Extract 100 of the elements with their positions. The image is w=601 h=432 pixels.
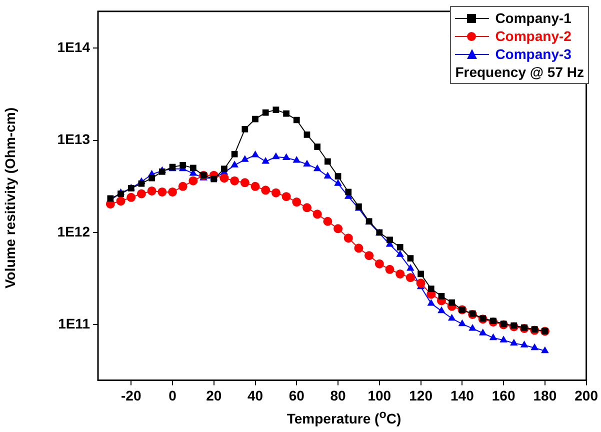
point <box>386 236 393 244</box>
point <box>262 109 269 116</box>
point <box>385 264 394 274</box>
point <box>334 179 342 186</box>
point <box>138 180 145 187</box>
x-tick-label: 0 <box>168 387 177 404</box>
point <box>407 255 414 262</box>
point <box>489 333 498 340</box>
point <box>168 187 177 196</box>
point <box>478 328 487 336</box>
legend-label: Company-3 <box>495 46 572 62</box>
point <box>178 182 188 191</box>
x-tick-label: 40 <box>247 387 264 404</box>
point <box>344 234 353 243</box>
point <box>272 106 280 114</box>
point <box>302 203 312 212</box>
x-tick-label: 160 <box>492 387 516 404</box>
point <box>272 152 280 160</box>
y-axis-title: Volume resitivity (Ohm-cm) <box>2 106 18 291</box>
x-tick-label: 100 <box>368 387 392 404</box>
x-tick-label: 60 <box>288 387 305 404</box>
point <box>374 259 384 268</box>
point <box>147 186 156 196</box>
point <box>314 144 321 150</box>
point <box>364 251 374 260</box>
legend-label: Company-1 <box>495 10 572 26</box>
point <box>271 188 280 198</box>
point <box>396 250 404 257</box>
point <box>418 270 424 278</box>
point <box>261 186 270 195</box>
point <box>242 126 248 132</box>
point <box>510 322 518 329</box>
point <box>438 306 446 314</box>
point <box>438 292 445 300</box>
point <box>313 164 322 172</box>
x-tick-label: 200 <box>574 387 598 404</box>
point <box>283 110 290 117</box>
point <box>251 150 260 158</box>
point <box>428 286 434 292</box>
point <box>458 319 466 326</box>
point <box>324 172 332 179</box>
point <box>118 190 124 197</box>
point <box>324 158 331 165</box>
point <box>354 244 364 253</box>
point <box>240 178 250 188</box>
point <box>292 156 301 163</box>
point <box>396 269 405 278</box>
point <box>293 116 300 124</box>
point <box>312 210 322 219</box>
point <box>448 299 456 306</box>
point <box>220 174 229 183</box>
point <box>406 264 414 271</box>
point <box>231 150 238 158</box>
annotation: Frequency @ 57 Hz <box>455 63 584 81</box>
point <box>416 278 426 288</box>
point <box>126 192 136 202</box>
y-tick-label: 1E12 <box>57 223 90 240</box>
x-tick-label: 140 <box>450 387 474 404</box>
point <box>500 336 508 342</box>
point <box>180 162 186 168</box>
y-tick-label: 1E11 <box>58 316 90 332</box>
point <box>262 156 270 164</box>
point <box>468 324 476 331</box>
x-tick-label: 80 <box>330 387 346 404</box>
point <box>282 192 291 202</box>
point <box>303 160 311 166</box>
point <box>292 198 302 207</box>
point <box>520 340 528 348</box>
point <box>406 273 415 282</box>
point <box>241 155 249 162</box>
point <box>530 343 538 350</box>
y-tick-label: 1E14 <box>57 38 90 55</box>
point <box>252 116 258 122</box>
point <box>541 346 549 354</box>
point <box>334 173 342 180</box>
point <box>345 188 352 196</box>
point <box>510 338 518 346</box>
point <box>190 164 196 172</box>
point <box>230 176 240 186</box>
x-tick-label: 20 <box>206 387 222 404</box>
x-tick-label: -20 <box>120 387 142 404</box>
point <box>136 189 146 198</box>
point <box>323 216 332 226</box>
x-tick-label: 120 <box>409 387 433 404</box>
point <box>427 298 436 306</box>
point <box>158 187 167 196</box>
x-tick-label: 180 <box>533 387 557 404</box>
point <box>116 196 126 206</box>
point <box>221 166 228 172</box>
y-tick-label: 1E13 <box>57 131 90 148</box>
point <box>304 132 310 138</box>
x-axis-title: Temperature ($^{o}$C) <box>286 408 402 427</box>
point <box>250 182 260 191</box>
legend-label: Company-2 <box>495 28 572 44</box>
point <box>448 314 456 321</box>
point <box>230 160 238 168</box>
point <box>148 174 155 182</box>
point <box>396 244 404 250</box>
point <box>282 153 290 160</box>
point <box>188 176 198 186</box>
